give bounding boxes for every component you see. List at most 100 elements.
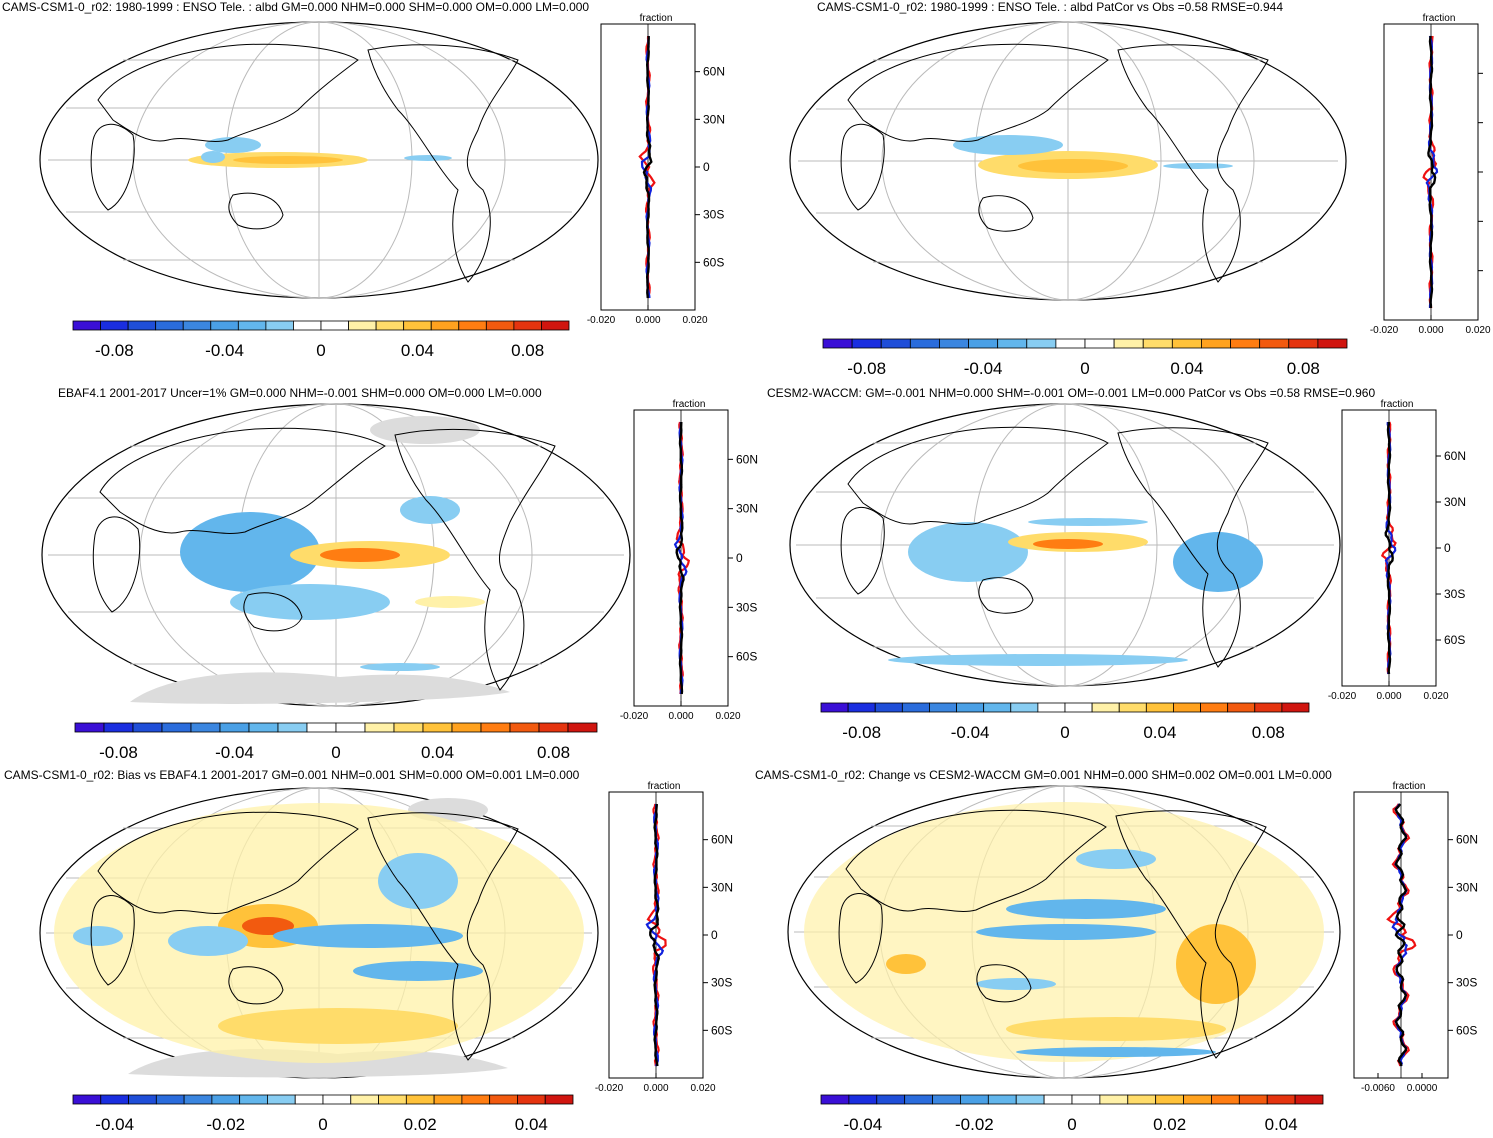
colorbar-swatch <box>901 702 930 713</box>
colorbar-swatch <box>378 1094 407 1105</box>
profile-x-label: 0.020 <box>690 1083 715 1094</box>
colorbar-tick-label: 0 <box>1080 359 1089 378</box>
profile-lat-label: 30S <box>736 600 757 614</box>
profile-x-label: 0.020 <box>1465 325 1490 336</box>
profile-p5: fraction 60N 30N 0 30S 60S -0.020 0.000 0.020 <box>595 778 733 1098</box>
colorbar-swatch <box>1281 702 1310 713</box>
colorbar-tick-label: 0 <box>1060 723 1069 742</box>
colorbar-swatch <box>1201 338 1231 349</box>
colorbar-tick-label: -0.08 <box>99 743 138 762</box>
colorbar-tick-label: 0.08 <box>1252 723 1285 742</box>
colorbar-tick-label: -0.04 <box>951 723 990 742</box>
profile-fraction-label: fraction <box>673 399 706 410</box>
colorbar-swatch <box>880 338 911 349</box>
profile-lat-label: 30N <box>1444 495 1466 509</box>
colorbar-swatch <box>128 1094 157 1105</box>
colorbar-swatch <box>847 702 876 713</box>
colorbar-swatch <box>183 1094 213 1105</box>
colorbar-swatch <box>72 320 101 331</box>
colorbar-swatch <box>1173 702 1201 713</box>
profile-svg-p2: fraction -0.020 0.000 0.020 <box>1370 13 1491 336</box>
map-p2 <box>788 20 1348 302</box>
profile-x-label: 0.000 <box>668 711 693 722</box>
colorbar-swatch <box>960 1094 989 1105</box>
profile-svg-p3: fraction 60N 30N 0 30S 60S -0.020 0.000 0.020 <box>620 399 758 722</box>
profile-x-label: 0.000 <box>1376 691 1401 702</box>
colorbar-swatch <box>820 702 849 713</box>
profile-p1: fraction 60N 30N 0 30S 60S -0.020 0.000 0.020 <box>587 10 725 330</box>
colorbar-swatch <box>267 1094 296 1105</box>
colorbar-swatch <box>293 320 322 331</box>
colorbar-swatch <box>422 722 453 733</box>
profile-curve-black <box>1394 803 1408 1067</box>
profile-curve-black <box>1427 35 1437 309</box>
colorbar-swatch <box>1084 338 1115 349</box>
profile-x-label: -0.020 <box>1370 325 1399 336</box>
colorbar-swatch <box>430 320 460 331</box>
colorbar-swatch <box>1183 1094 1212 1105</box>
colorbar-tick-label: 0 <box>316 341 325 360</box>
colorbar-swatch <box>348 320 377 331</box>
colorbar-tick-label: -0.08 <box>95 341 134 360</box>
profile-lat-label: 60N <box>736 452 758 466</box>
profile-lat-label: 60S <box>1456 1023 1477 1037</box>
profile-lat-label: 0 <box>1444 541 1451 555</box>
colorbar-swatch <box>909 338 940 349</box>
colorbar-swatch <box>1155 1094 1184 1105</box>
profile-svg-p1: fraction 60N 30N 0 30S 60S -0.020 0.000 0.020 <box>587 13 725 326</box>
colorbar-tick-label: 0.08 <box>537 743 570 762</box>
colorbar-tick-label: 0 <box>331 743 340 762</box>
profile-p2: fraction -0.020 0.000 0.020 <box>1370 10 1492 340</box>
panel-title-p2: CAMS-CSM1-0_r02: 1980-1999 : ENSO Tele. … <box>817 0 1284 14</box>
colorbar-swatch <box>485 320 515 331</box>
colorbar-swatch <box>932 1094 961 1105</box>
colorbar-swatch <box>997 338 1028 349</box>
profile-lat-label: 0 <box>711 928 718 942</box>
profile-lat-label: 60S <box>736 650 757 664</box>
colorbar-swatch <box>1227 702 1256 713</box>
colorbar-swatch <box>182 320 212 331</box>
colorbar-swatch <box>364 722 395 733</box>
colorbar-swatch <box>127 320 157 331</box>
colorbar-swatch <box>306 722 337 733</box>
profile-lat-label: 60N <box>1456 833 1478 847</box>
colorbar-swatch <box>874 702 903 713</box>
colorbar-swatch <box>929 702 957 713</box>
colorbar-swatch <box>393 722 424 733</box>
colorbar-swatch <box>1064 702 1093 713</box>
profile-lat-label: 0 <box>703 160 710 174</box>
profile-fraction-label: fraction <box>1423 13 1456 24</box>
profile-lat-label: 0 <box>736 551 743 565</box>
colorbar-swatch <box>1171 338 1202 349</box>
profile-curve-black <box>1384 422 1394 675</box>
profile-lat-label: 60S <box>703 255 724 269</box>
profile-lat-label: 60S <box>711 1023 732 1037</box>
panel-title-p3: EBAF4.1 2001-2017 Uncer=1% GM=0.000 NHM=… <box>58 386 542 400</box>
colorbar-swatch <box>538 722 569 733</box>
colorbar-swatch <box>132 722 163 733</box>
colorbar-swatch <box>403 320 432 331</box>
profile-p3: fraction 60N 30N 0 30S 60S -0.020 0.000 0.020 <box>620 396 758 726</box>
profile-lat-label: 30N <box>736 502 758 516</box>
colorbar-swatch <box>458 320 487 331</box>
colorbar-swatch <box>1113 338 1144 349</box>
colorbar-tick-label: -0.04 <box>205 341 244 360</box>
colorbar-tick-label: 0.04 <box>401 341 434 360</box>
profile-lat-label: 30N <box>711 880 733 894</box>
colorbar-swatch <box>1211 1094 1240 1105</box>
map-svg-p3 <box>41 403 631 707</box>
panel-title-p5: CAMS-CSM1-0_r02: Bias vs EBAF4.1 2001-20… <box>4 768 580 782</box>
colorbar-swatch <box>1127 1094 1157 1105</box>
colorbar-swatch <box>544 1094 574 1105</box>
colorbar-swatch <box>375 320 405 331</box>
colorbar-p2: -0.08 -0.04 0 0.04 0.08 <box>822 338 1350 382</box>
colorbar-swatch <box>956 702 985 713</box>
colorbar-swatch <box>1091 702 1120 713</box>
colorbar-swatch <box>100 1094 129 1105</box>
colorbar-swatch <box>876 1094 906 1105</box>
colorbar-swatch <box>322 1094 352 1105</box>
colorbar-swatch <box>1266 1094 1296 1105</box>
profile-fraction-label: fraction <box>1381 399 1414 410</box>
colorbar-swatch <box>100 320 129 331</box>
colorbar-swatch <box>1010 702 1039 713</box>
